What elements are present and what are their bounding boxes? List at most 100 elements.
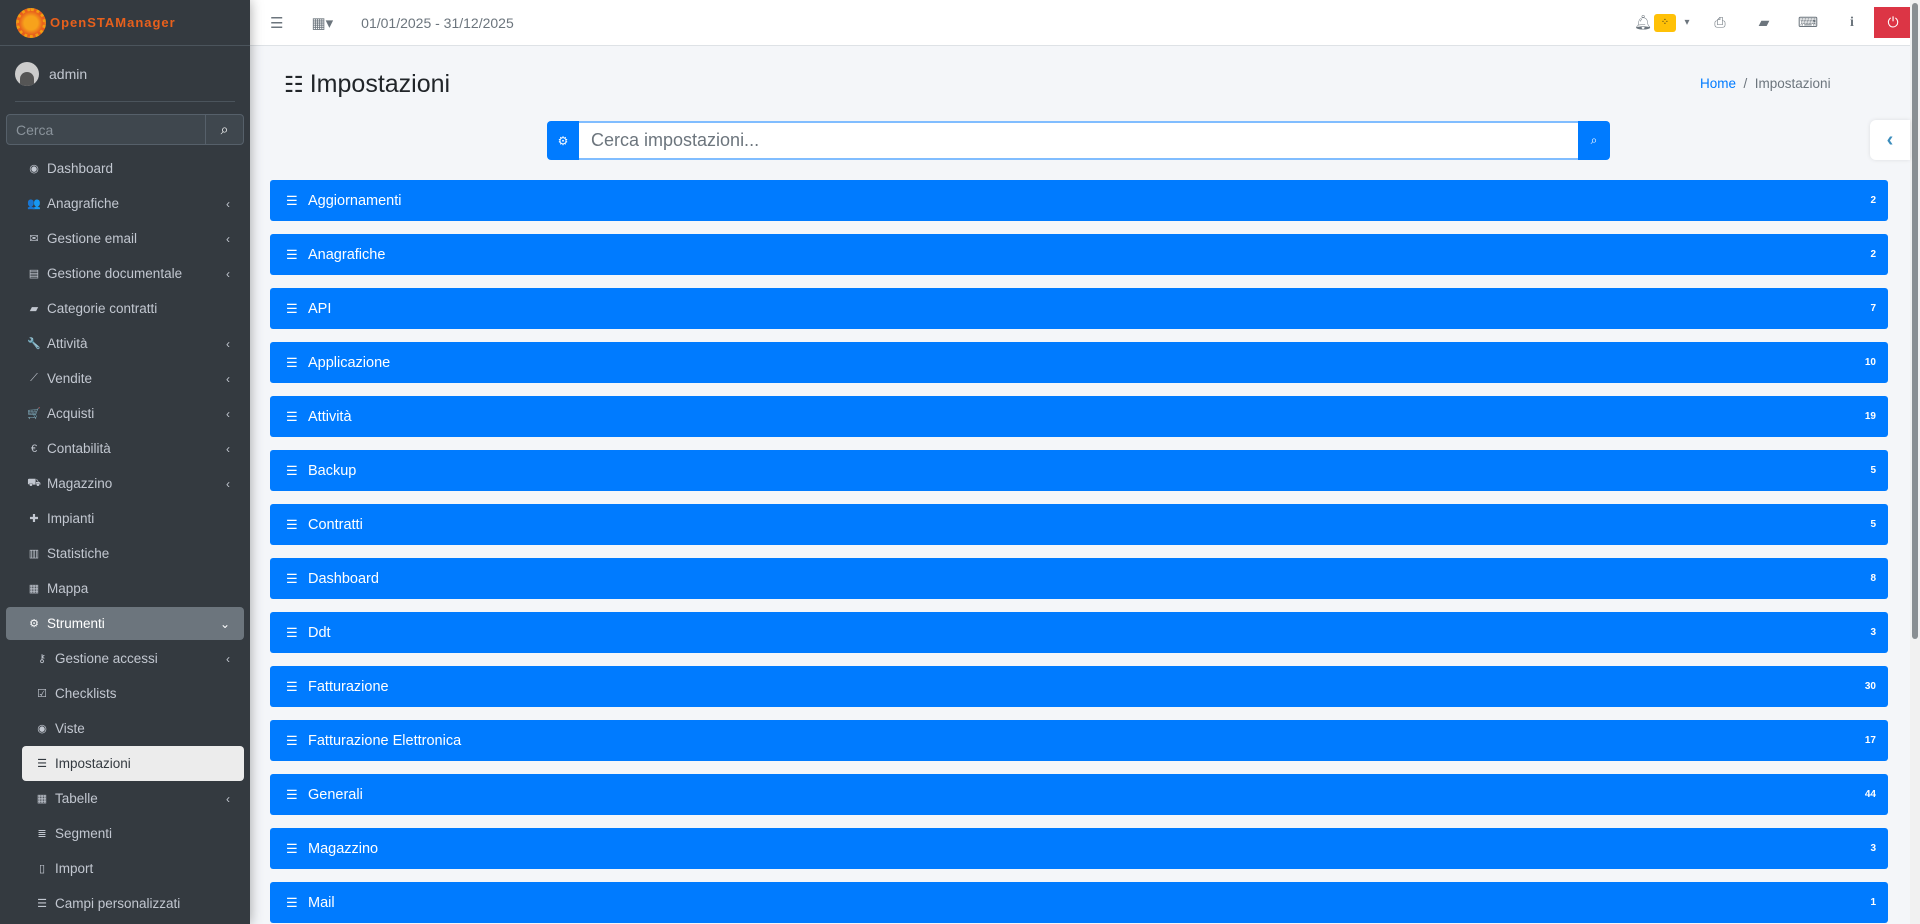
calendar-dropdown-icon[interactable]: ▦▾: [311, 14, 334, 32]
sidebar-item-impostazioni[interactable]: ☰ Impostazioni: [22, 746, 244, 781]
sidebar-item-acquisti[interactable]: 🛒 Acquisti ‹: [6, 396, 244, 431]
sidebar-item-label: Impostazioni: [55, 756, 131, 771]
book-icon[interactable]: ▰: [1758, 14, 1770, 30]
settings-section[interactable]: ☰ Aggiornamenti 2: [270, 180, 1888, 221]
sidebar-item-gestione-accessi[interactable]: ⚷ Gestione accessi ‹: [22, 641, 244, 676]
sidebar-item-checklists[interactable]: ☑ Checklists: [22, 676, 244, 711]
sidebar-item-tabelle[interactable]: ▦ Tabelle ‹: [22, 781, 244, 816]
settings-section[interactable]: ☰ Magazzino 3: [270, 828, 1888, 869]
sidebar-item-contabilit-[interactable]: € Contabilità ‹: [6, 431, 244, 466]
keyboard-icon[interactable]: ⌨: [1797, 14, 1819, 30]
print-icon[interactable]: ⎙: [1714, 14, 1726, 30]
section-label: Applicazione: [308, 354, 391, 371]
settings-section[interactable]: ☰ Fatturazione Elettronica 17: [270, 720, 1888, 761]
sidebar-item-categorie-contratti[interactable]: ▰ Categorie contratti: [6, 291, 244, 326]
sidebar-item-dashboard[interactable]: ◉ Dashboard: [6, 151, 244, 186]
topbar: ☰ ▦▾ 01/01/2025 - 31/12/2025 🔔︎ ⁘ ▾ ⎙ ▰ …: [250, 0, 1920, 46]
settings-section[interactable]: ☰ Dashboard 8: [270, 558, 1888, 599]
section-count: 1: [1870, 897, 1876, 908]
sidebar-search-input[interactable]: [7, 115, 205, 144]
avatar: [15, 61, 39, 86]
file-icon: ▤: [28, 268, 40, 280]
settings-section[interactable]: ☰ Anagrafiche 2: [270, 234, 1888, 275]
sidebar-item-label: Contabilità: [47, 441, 111, 456]
settings-section[interactable]: ☰ Attività 19: [270, 396, 1888, 437]
section-count: 7: [1870, 303, 1876, 314]
section-count: 10: [1864, 357, 1876, 368]
sliders-icon: ☰: [286, 408, 298, 424]
chevron-icon: ‹: [226, 336, 230, 351]
sidebar-item-label: Statistiche: [47, 546, 110, 561]
user-panel[interactable]: admin: [15, 46, 235, 102]
sidebar-item-gestione-email[interactable]: ✉ Gestione email ‹: [6, 221, 244, 256]
period-range[interactable]: 01/01/2025 - 31/12/2025: [361, 14, 514, 31]
sidebar-item-viste[interactable]: ◉ Viste: [22, 711, 244, 746]
list-alt-icon: ☰: [37, 898, 47, 910]
brand-logo[interactable]: OpenSTAManager: [0, 0, 250, 46]
sliders-icon: ☰: [286, 462, 298, 478]
sidebar-search: ⌕: [6, 114, 244, 145]
section-label: Backup: [308, 462, 357, 479]
sidebar-item-label: Checklists: [55, 686, 117, 701]
section-count: 2: [1870, 249, 1876, 260]
sliders-icon: ☰: [286, 894, 298, 910]
section-count: 3: [1870, 627, 1876, 638]
chevron-icon: ‹: [226, 371, 230, 386]
section-label: Ddt: [308, 624, 331, 641]
settings-section[interactable]: ☰ Ddt 3: [270, 612, 1888, 653]
sidebar-item-segmenti[interactable]: ≣ Segmenti: [22, 816, 244, 851]
notifications-bell-icon[interactable]: 🔔︎: [1634, 14, 1652, 30]
section-count: 30: [1864, 681, 1876, 692]
sidebar-item-attivit-[interactable]: 🔧 Attività ‹: [6, 326, 244, 361]
sidebar-item-label: Gestione email: [47, 231, 138, 246]
settings-section[interactable]: ☰ API 7: [270, 288, 1888, 329]
chevron-icon: ‹: [226, 476, 230, 491]
chevron-icon: ‹: [226, 266, 230, 281]
settings-section[interactable]: ☰ Mail 1: [270, 882, 1888, 923]
sidebar-item-label: Acquisti: [47, 406, 95, 421]
section-count: 3: [1870, 843, 1876, 854]
envelope-icon: ✉: [29, 233, 39, 245]
chevron-icon: ‹: [226, 196, 230, 211]
sidebar-item-gestione-documentale[interactable]: ▤ Gestione documentale ‹: [6, 256, 244, 291]
scrollbar[interactable]: [1910, 0, 1920, 924]
sidebar-item-label: Segmenti: [55, 826, 113, 841]
sidebar-item-magazzino[interactable]: ⛟ Magazzino ‹: [6, 466, 244, 501]
search-button[interactable]: ⌕: [1578, 121, 1610, 160]
info-icon[interactable]: i: [1850, 14, 1854, 30]
puzzle-icon: ✚: [29, 513, 39, 525]
settings-section[interactable]: ☰ Backup 5: [270, 450, 1888, 491]
settings-section[interactable]: ☰ Fatturazione 30: [270, 666, 1888, 707]
settings-section[interactable]: ☰ Generali 44: [270, 774, 1888, 815]
sidebar-item-statistiche[interactable]: ▥ Statistiche: [6, 536, 244, 571]
file-outline-icon: ▯: [38, 863, 46, 875]
control-sidebar-toggle[interactable]: ‹: [1870, 120, 1910, 160]
dropdown-caret-icon[interactable]: ▾: [1684, 17, 1690, 28]
settings-section[interactable]: ☰ Contratti 5: [270, 504, 1888, 545]
settings-section[interactable]: ☰ Applicazione 10: [270, 342, 1888, 383]
sidebar-item-label: Impianti: [47, 511, 95, 526]
sidebar-item-impianti[interactable]: ✚ Impianti: [6, 501, 244, 536]
gear-icon[interactable]: ⚙: [547, 121, 579, 160]
sidebar-item-label: Campi personalizzati: [55, 896, 181, 911]
menu-toggle-icon[interactable]: ☰: [270, 14, 284, 32]
section-label: Mail: [308, 894, 335, 911]
sidebar-item-campi-personalizzati[interactable]: ☰ Campi personalizzati: [22, 886, 244, 921]
breadcrumb-home[interactable]: Home: [1700, 76, 1737, 91]
logout-power-button[interactable]: ⏻: [1874, 7, 1912, 38]
sidebar-search-button[interactable]: ⌕: [205, 115, 243, 144]
loading-badge[interactable]: ⁘: [1654, 13, 1676, 32]
wrench-icon: 🔧: [27, 338, 41, 350]
sidebar-item-strumenti[interactable]: ⚙ Strumenti ⌄: [6, 607, 244, 640]
section-count: 5: [1870, 519, 1876, 530]
section-label: Contratti: [308, 516, 363, 533]
user-name: admin: [49, 65, 88, 82]
sidebar: OpenSTAManager admin ⌕ ◉ Dashboard 👥 Anagra…: [0, 0, 250, 924]
chart-line-icon: ⟋: [30, 372, 38, 384]
settings-search-input[interactable]: [579, 121, 1578, 160]
sidebar-item-mappa[interactable]: ▦ Mappa: [6, 571, 244, 606]
sidebar-item-anagrafiche[interactable]: 👥 Anagrafiche ‹: [6, 186, 244, 221]
sidebar-item-vendite[interactable]: ⟋ Vendite ‹: [6, 361, 244, 396]
chevron-icon: ‹: [226, 406, 230, 421]
sidebar-item-import[interactable]: ▯ Import: [22, 851, 244, 886]
